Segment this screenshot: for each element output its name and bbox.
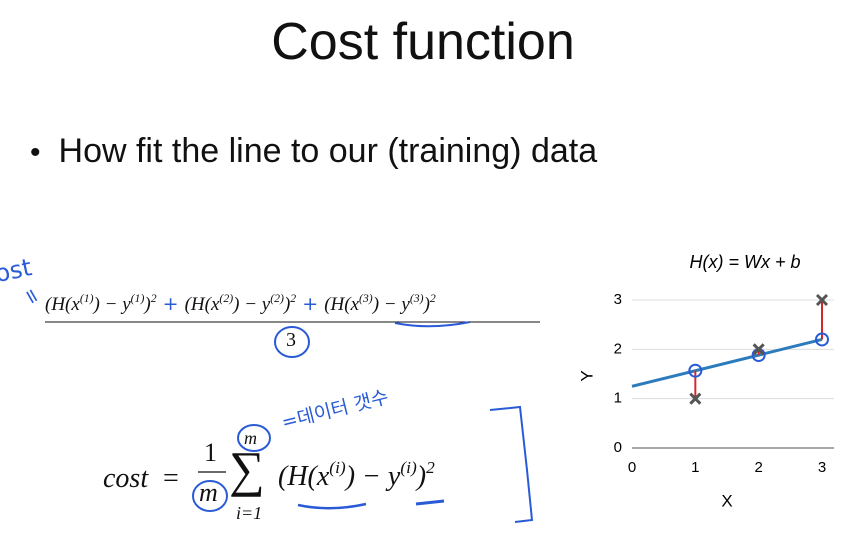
sum-upper: m — [244, 428, 257, 448]
average-numerator: (H(x(1)) − y(1))2 + (H(x(2)) − y(2))2 + … — [45, 291, 436, 316]
y-tick-label: 0 — [614, 439, 622, 456]
math-text: (H(x — [324, 294, 359, 315]
summand: (H(x(i)) − y(i))2 — [278, 457, 435, 493]
math-text: ) — [144, 294, 151, 315]
math-text: ) — [423, 294, 430, 315]
superscript: (1) — [130, 291, 145, 305]
cost-lhs: cost — [103, 463, 149, 494]
bullet-dot: • — [30, 136, 41, 169]
math-text: ) − y — [372, 294, 410, 315]
pen-circle — [815, 332, 829, 347]
y-tick-label: 1 — [614, 390, 622, 407]
superscript: (i) — [329, 457, 346, 477]
chart-title: H(x) = Wx + b — [689, 252, 800, 272]
data-point — [689, 392, 702, 405]
superscript: (3) — [409, 291, 424, 305]
math-text: ) − y — [233, 294, 271, 315]
y-tick-label: 3 — [614, 291, 622, 308]
pen-plus: + — [156, 293, 185, 315]
x-tick-label: 3 — [818, 459, 826, 476]
pen-circle — [237, 424, 271, 452]
average-denominator: 3 — [286, 329, 296, 351]
x-tick-label: 0 — [628, 459, 636, 476]
math-text: (H(x — [184, 294, 220, 315]
math-text: ) — [283, 294, 291, 315]
pen-circle — [192, 480, 228, 512]
superscript: 2 — [426, 457, 435, 477]
math-text: ) — [416, 461, 427, 492]
cost-fraction-numerator: 1 — [204, 438, 217, 467]
fit-line — [631, 338, 823, 388]
superscript: (2) — [219, 291, 234, 305]
y-axis-label: Y — [577, 370, 596, 381]
pen-bracket — [489, 405, 534, 523]
superscript: (i) — [400, 457, 417, 477]
x-tick-label: 2 — [754, 459, 762, 476]
pen-underline — [394, 321, 471, 328]
cost-equals: = — [163, 463, 179, 494]
pen-circle — [688, 363, 703, 378]
bullet: • How fit the line to our (training) data — [30, 132, 597, 171]
x-axis-label: X — [721, 491, 732, 510]
x-tick-label: 1 — [691, 459, 699, 476]
pen-underline — [297, 502, 367, 510]
pen-circle — [274, 326, 310, 358]
data-point — [815, 293, 829, 307]
superscript: (1) — [79, 291, 94, 305]
superscript: 2 — [150, 291, 157, 305]
superscript: (3) — [359, 291, 373, 305]
math-text: (H(x — [278, 461, 330, 492]
superscript: 2 — [429, 291, 436, 305]
slide-title: Cost function — [271, 13, 575, 71]
y-tick-label: 2 — [614, 340, 622, 357]
sum-lower: i=1 — [236, 503, 263, 523]
pen-underline — [415, 499, 445, 506]
math-text: ) − y — [345, 461, 401, 492]
math-text: ) − y — [93, 294, 131, 315]
data-point — [752, 343, 765, 356]
bullet-text: How fit the line to our (training) data — [58, 132, 598, 170]
superscript: 2 — [290, 291, 297, 305]
superscript: (2) — [270, 291, 284, 305]
math-text: (H(x — [45, 294, 80, 315]
cost-fraction-denominator: m — [199, 478, 218, 507]
pen-plus: + — [296, 293, 325, 315]
